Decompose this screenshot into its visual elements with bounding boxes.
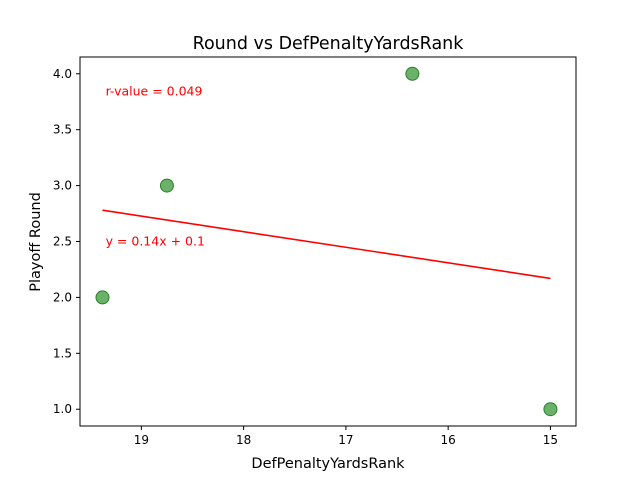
data-point	[405, 66, 420, 81]
trend-line	[102, 209, 551, 280]
y-tick-label: 1.0	[53, 402, 72, 416]
x-tick-label: 15	[543, 433, 558, 447]
y-tick-label: 1.5	[53, 346, 72, 360]
y-tick-label: 4.0	[53, 67, 72, 81]
chart-annotation: r-value = 0.049	[106, 84, 203, 99]
y-axis-ticks: 1.0 1.5 2.0 2.5 3.0 3.5 4.0	[53, 67, 80, 416]
x-tick-label: 17	[338, 433, 353, 447]
x-tick-label: 19	[134, 433, 149, 447]
data-point	[543, 402, 558, 417]
x-axis-ticks: 19 18 17 16 15	[134, 426, 558, 447]
data-point	[159, 178, 174, 193]
chart-annotation: y = 0.14x + 0.1	[106, 234, 205, 249]
x-tick-label: 18	[236, 433, 251, 447]
x-axis-label: DefPenaltyYardsRank	[251, 456, 405, 472]
y-axis-label: Playoff Round	[28, 192, 44, 292]
y-tick-label: 2.5	[53, 235, 72, 249]
data-points-layer	[95, 66, 558, 417]
y-tick-label: 3.5	[53, 123, 72, 137]
chart-title: Round vs DefPenaltyYardsRank	[193, 34, 465, 54]
x-tick-label: 16	[441, 433, 456, 447]
trend-line-layer	[102, 209, 551, 280]
data-point	[95, 290, 110, 305]
annotation-layer: r-value = 0.049 y = 0.14x + 0.1	[106, 84, 205, 249]
y-tick-label: 2.0	[53, 290, 72, 304]
y-tick-label: 3.0	[53, 179, 72, 193]
